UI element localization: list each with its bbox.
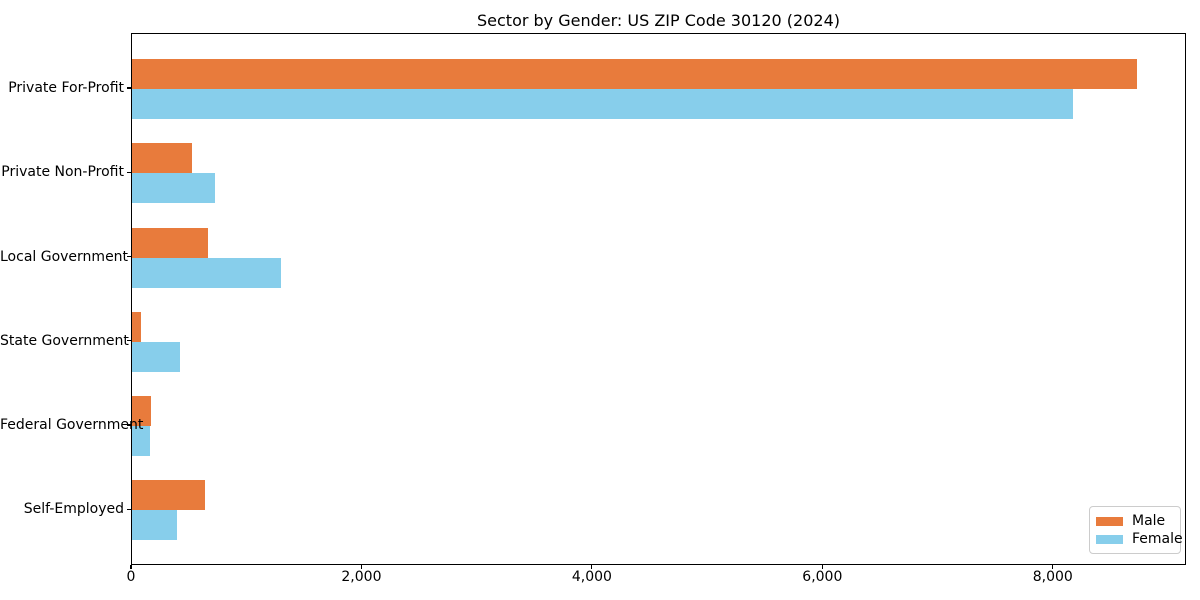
bar-female-1 — [132, 89, 1074, 119]
bar-male-3 — [132, 227, 208, 258]
y-tick-label: Self-Employed — [23, 501, 124, 518]
legend-swatch-male — [1096, 516, 1123, 526]
x-tick-mark — [591, 565, 593, 569]
bar-female-5 — [132, 426, 150, 456]
y-tick-mark — [127, 340, 131, 342]
bar-female-3 — [132, 257, 281, 288]
x-tick-mark — [130, 565, 132, 569]
x-tick-label: 2,000 — [341, 569, 382, 585]
bar-male-2 — [132, 143, 192, 174]
y-tick-mark — [127, 255, 131, 258]
x-tick-mark — [360, 565, 363, 569]
x-tick-label: 6,000 — [802, 569, 843, 585]
y-tick-mark — [127, 171, 131, 173]
y-tick-mark — [127, 87, 131, 89]
bar-male-4 — [132, 311, 142, 342]
legend-label-female: Female — [1132, 531, 1183, 547]
legend-entry-male: Male — [1096, 512, 1173, 530]
y-tick-label: Local Government — [0, 248, 129, 265]
x-tick-label: 8,000 — [1032, 569, 1073, 585]
x-tick-label: 4,000 — [571, 569, 612, 585]
y-tick-label: Private Non-Profit — [1, 164, 124, 181]
bar-male-1 — [132, 59, 1137, 89]
y-tick-label: Private For-Profit — [8, 80, 124, 96]
x-tick-mark — [821, 565, 823, 569]
y-tick-label: State Government — [0, 332, 129, 349]
legend-swatch-female — [1096, 534, 1123, 544]
bar-female-6 — [132, 510, 177, 541]
y-tick-mark — [127, 424, 131, 426]
y-tick-label: Federal Government — [0, 417, 144, 433]
chart-title: Sector by Gender: US ZIP Code 30120 (202… — [477, 11, 840, 30]
x-tick-mark — [1052, 565, 1054, 569]
plot-area: Male Female — [131, 33, 1186, 565]
bar-female-2 — [132, 173, 215, 204]
legend: Male Female — [1089, 506, 1183, 554]
legend-label-male: Male — [1132, 513, 1166, 529]
x-tick-label: 0 — [126, 569, 136, 585]
y-tick-mark — [127, 508, 131, 510]
bar-female-4 — [132, 341, 181, 372]
legend-entry-female: Female — [1096, 530, 1183, 548]
bar-male-5 — [132, 396, 151, 426]
bar-male-6 — [132, 480, 205, 511]
